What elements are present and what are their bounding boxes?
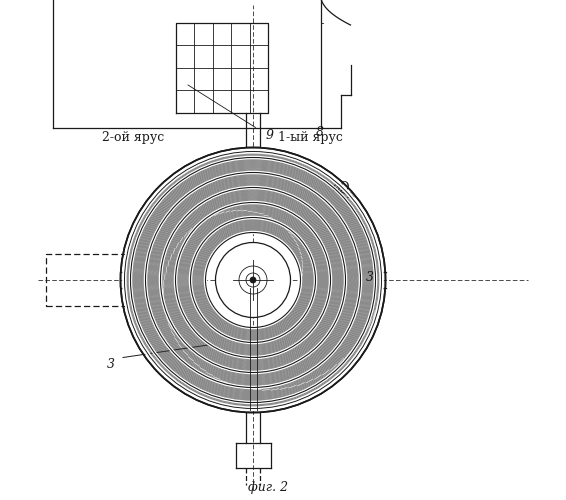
Circle shape — [239, 266, 267, 294]
Circle shape — [250, 277, 256, 283]
Text: 9: 9 — [265, 129, 273, 142]
Text: 3: 3 — [366, 271, 374, 284]
Polygon shape — [124, 151, 382, 409]
Text: 3: 3 — [106, 358, 114, 372]
Text: 1-ый ярус: 1-ый ярус — [278, 131, 343, 144]
Circle shape — [246, 273, 260, 287]
Text: фиг. 2: фиг. 2 — [248, 481, 288, 494]
Text: 8: 8 — [315, 126, 324, 140]
Circle shape — [216, 242, 290, 318]
Text: 2-ой ярус: 2-ой ярус — [102, 131, 164, 144]
Text: øD: øD — [333, 181, 350, 194]
